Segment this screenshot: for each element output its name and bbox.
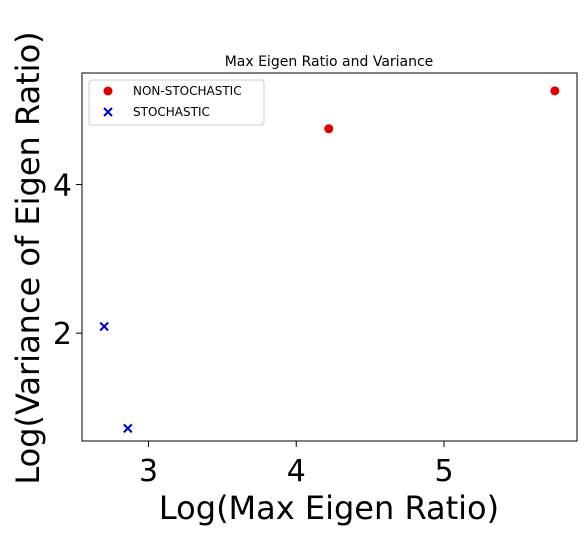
- data-points: [99, 86, 560, 434]
- x-tick-label: 5: [434, 454, 453, 489]
- y-tick-label: 4: [53, 169, 72, 204]
- legend-marker: [103, 107, 113, 117]
- x-axis-ticks: 3 4 5: [139, 441, 454, 489]
- y-tick-label: 2: [53, 317, 72, 352]
- legend-marker: [103, 86, 113, 96]
- x-axis-label: Log(Max Eigen Ratio): [159, 489, 499, 527]
- legend-label: NON-STOCHASTIC: [133, 84, 242, 98]
- legend-box: [88, 79, 265, 126]
- y-axis-label: Log(Variance of Eigen Ratio): [9, 31, 47, 484]
- data-point: [324, 124, 334, 134]
- chart-title: Max Eigen Ratio and Variance: [225, 54, 434, 70]
- x-tick-label: 3: [139, 454, 158, 489]
- data-point: [99, 321, 109, 332]
- data-point: [550, 86, 560, 96]
- plot-area: [81, 72, 578, 442]
- y-axis-ticks: 24: [53, 169, 82, 352]
- legend-label: STOCHASTIC: [133, 105, 210, 119]
- x-tick-label: 4: [287, 454, 306, 489]
- data-point: [123, 423, 133, 434]
- legend: NON-STOCHASTIC STOCHASTIC: [88, 79, 265, 126]
